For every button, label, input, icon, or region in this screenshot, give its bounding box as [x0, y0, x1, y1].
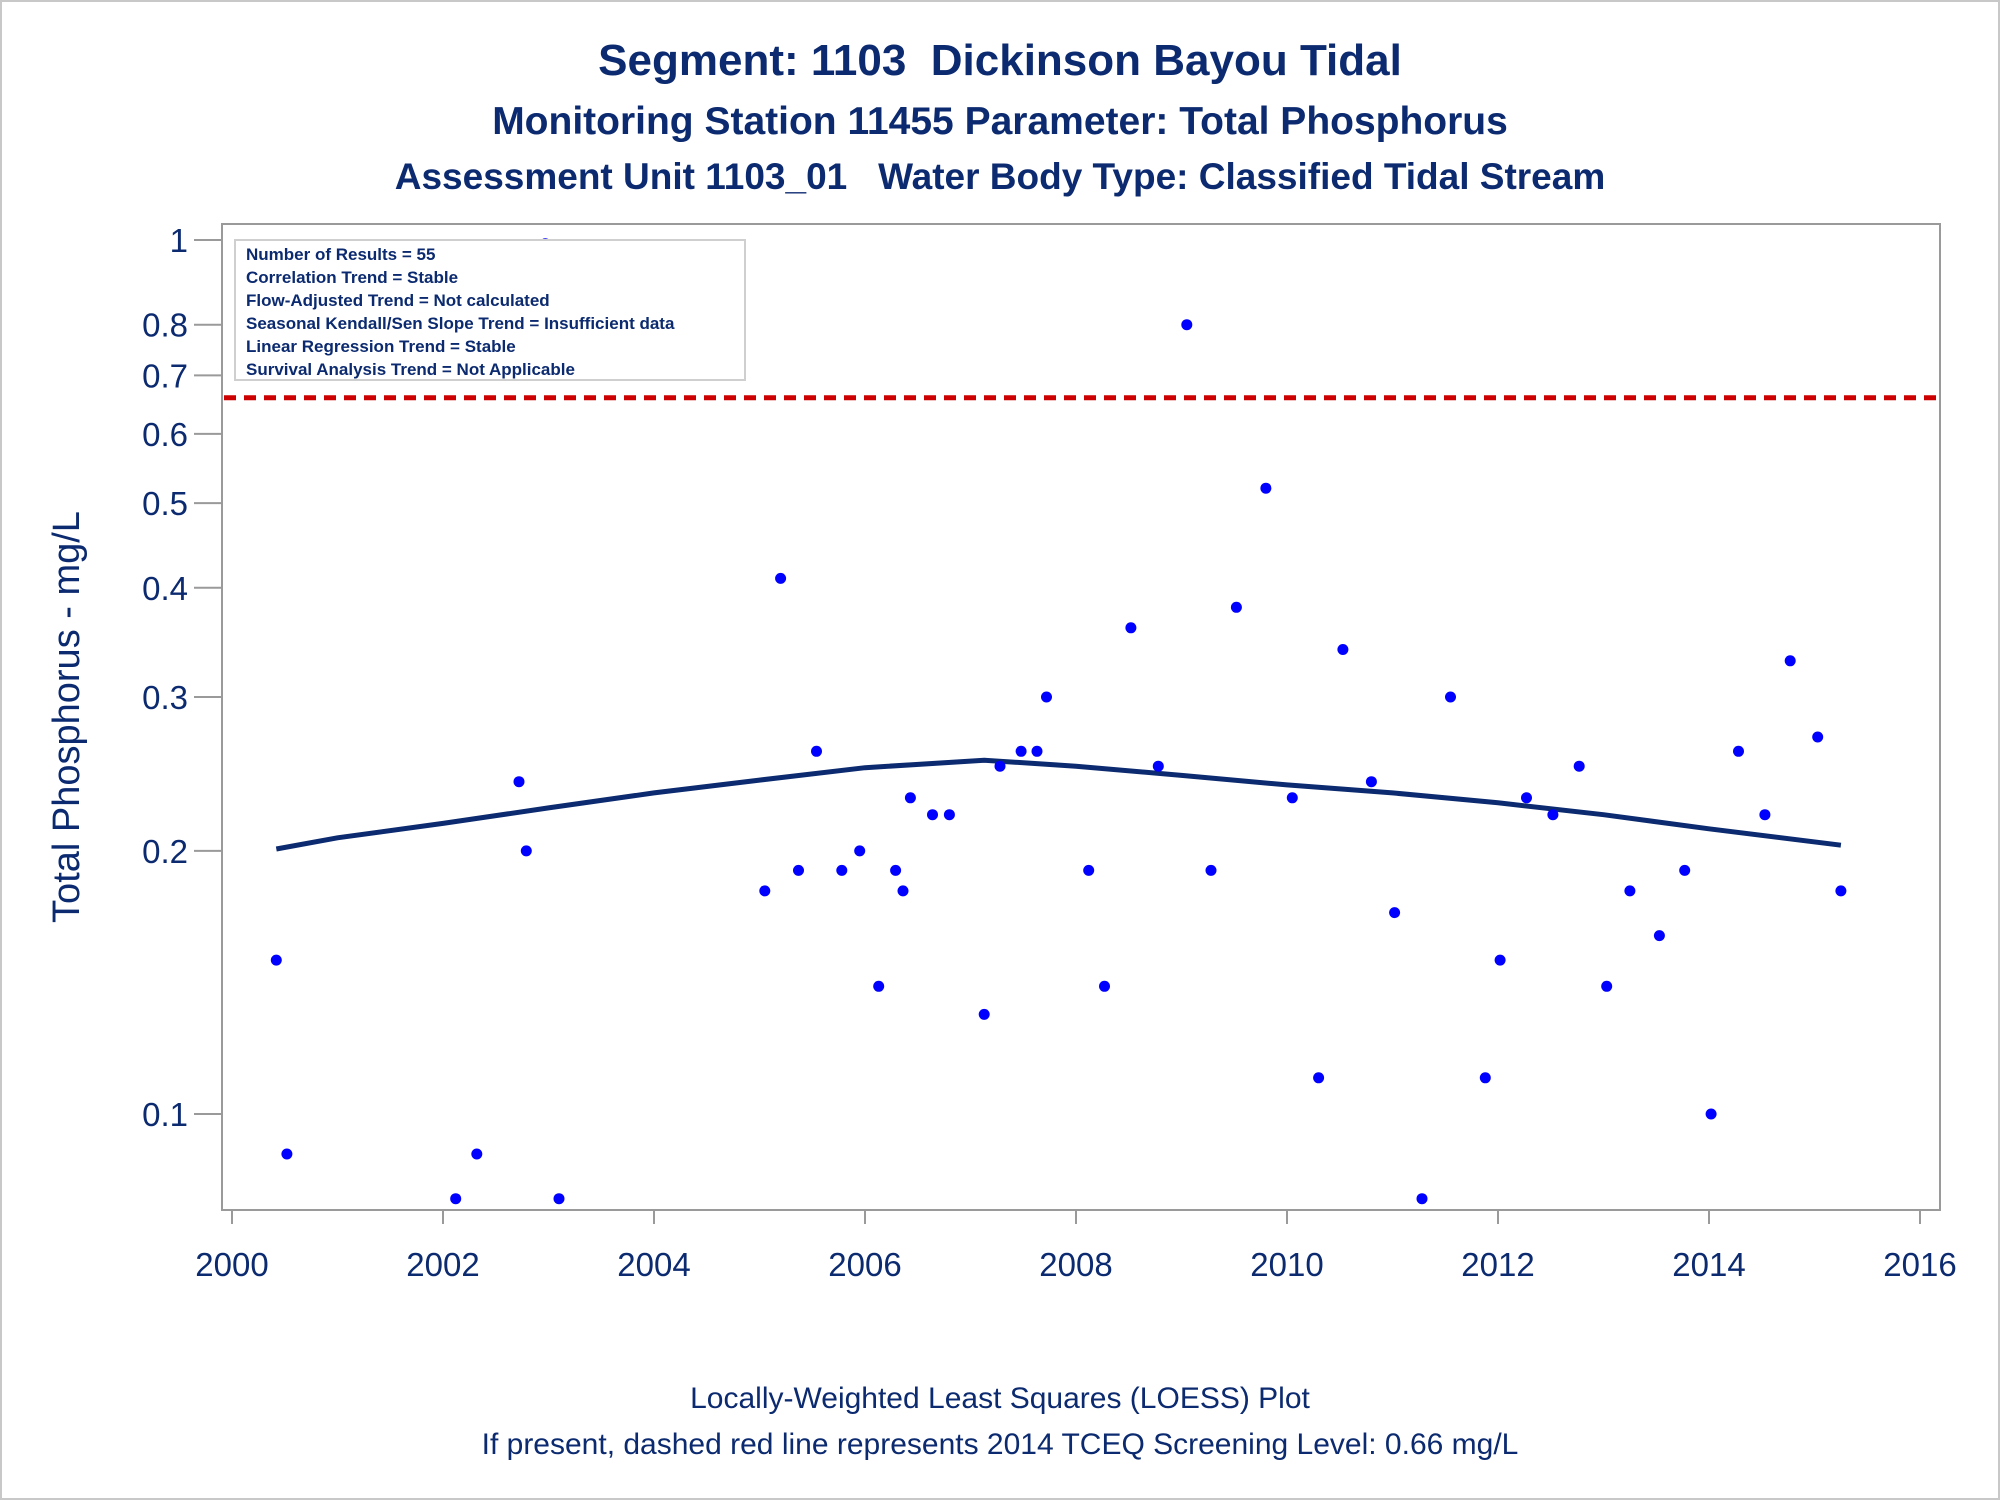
y-tick-label: 0.8	[142, 307, 188, 344]
data-point	[1125, 622, 1137, 634]
data-point	[1679, 864, 1691, 876]
footer-note-loess: Locally-Weighted Least Squares (LOESS) P…	[690, 1382, 1310, 1415]
data-point	[1313, 1072, 1325, 1084]
data-points	[270, 238, 1847, 1205]
x-tick-label: 2010	[1250, 1246, 1323, 1283]
stats-line: Number of Results = 55	[246, 245, 435, 264]
data-point	[1365, 776, 1377, 788]
data-point	[793, 864, 804, 876]
stats-box-border	[234, 239, 746, 381]
data-point	[854, 845, 866, 857]
y-axis: 0.1 0.2 0.3 0.4 0.5 0.6 0.7 0.8 1	[142, 222, 222, 1133]
data-point	[836, 864, 848, 876]
y-tick-label: 0.1	[142, 1096, 188, 1133]
data-point	[811, 745, 822, 757]
y-tick-label: 0.5	[142, 485, 188, 522]
data-point	[1624, 885, 1636, 897]
stats-line: Flow-Adjusted Trend = Not calculated	[246, 291, 550, 310]
footer-note-screening: If present, dashed red line represents 2…	[481, 1428, 1519, 1461]
chart-subtitle-2: Assessment Unit 1103_01 Water Body Type:…	[394, 156, 1606, 197]
stats-box: Number of Results = 55 Correlation Trend …	[234, 239, 746, 381]
data-point	[1759, 809, 1771, 821]
stats-line: Linear Regression Trend = Stable	[246, 337, 516, 356]
stats-line: Survival Analysis Trend = Not Applicable	[246, 360, 575, 379]
x-tick-label: 2016	[1883, 1246, 1956, 1283]
x-tick-label: 2004	[617, 1246, 690, 1283]
data-point	[513, 776, 525, 788]
data-point	[1835, 885, 1847, 897]
data-point	[1784, 655, 1796, 667]
data-point	[1705, 1108, 1717, 1120]
y-tick-label: 0.7	[142, 357, 188, 394]
data-point	[270, 954, 282, 966]
data-point	[1205, 864, 1217, 876]
data-point	[1015, 745, 1027, 757]
data-point	[471, 1148, 483, 1160]
y-tick-label: 0.6	[142, 416, 188, 453]
data-point	[1479, 1072, 1491, 1084]
data-point	[520, 845, 532, 857]
x-tick-label: 2000	[195, 1246, 268, 1283]
data-point	[1181, 319, 1193, 331]
data-point	[281, 1148, 293, 1160]
data-point	[450, 1193, 462, 1205]
x-tick-label: 2012	[1461, 1246, 1534, 1283]
data-point	[1099, 980, 1110, 992]
data-point	[1445, 691, 1456, 703]
y-tick-label: 0.4	[142, 570, 188, 607]
data-point	[1653, 930, 1665, 942]
data-point	[1389, 907, 1401, 919]
x-tick-label: 2008	[1039, 1246, 1112, 1283]
data-point	[1337, 644, 1349, 655]
data-point	[1083, 864, 1095, 876]
data-point	[873, 980, 885, 992]
x-axis: 2000 2002 2004 2006 2008 2010 2012 2014 2016	[195, 1210, 1957, 1283]
data-point	[1230, 601, 1242, 613]
data-point	[943, 809, 955, 821]
chart-subtitle: Monitoring Station 11455 Parameter: Tota…	[492, 100, 1508, 143]
loess-curve	[275, 757, 1842, 852]
stats-line: Correlation Trend = Stable	[246, 268, 458, 287]
x-tick-label: 2002	[406, 1246, 479, 1283]
data-point	[1812, 731, 1824, 743]
data-point	[1416, 1193, 1428, 1205]
data-point	[978, 1008, 990, 1020]
data-point	[1573, 760, 1585, 772]
stats-line: Seasonal Kendall/Sen Slope Trend = Insuf…	[246, 314, 675, 333]
data-point	[1041, 691, 1052, 703]
data-point	[890, 864, 902, 876]
x-tick-label: 2006	[828, 1246, 901, 1283]
x-tick-label: 2014	[1672, 1246, 1745, 1283]
data-point	[1521, 792, 1532, 804]
plot-area	[221, 223, 1941, 1211]
data-point	[994, 760, 1006, 772]
y-axis-label: Total Phosphorus - mg/L	[46, 511, 88, 923]
data-point	[1494, 954, 1506, 966]
chart-title: Segment: 1103 Dickinson Bayou Tidal	[598, 36, 1402, 85]
y-tick-label: 1	[170, 222, 188, 259]
data-point	[927, 809, 938, 821]
data-point	[1152, 760, 1164, 772]
data-point	[904, 792, 916, 804]
data-point	[897, 885, 909, 897]
data-point	[1547, 809, 1559, 821]
data-point	[553, 1193, 565, 1205]
data-point	[1260, 482, 1272, 494]
data-point	[1031, 745, 1043, 757]
y-tick-label: 0.2	[142, 833, 188, 870]
data-point	[775, 572, 787, 584]
data-point	[1286, 792, 1298, 804]
y-tick-label: 0.3	[142, 679, 188, 716]
data-point	[1733, 745, 1744, 757]
data-point	[1601, 980, 1613, 992]
data-point	[759, 885, 771, 897]
